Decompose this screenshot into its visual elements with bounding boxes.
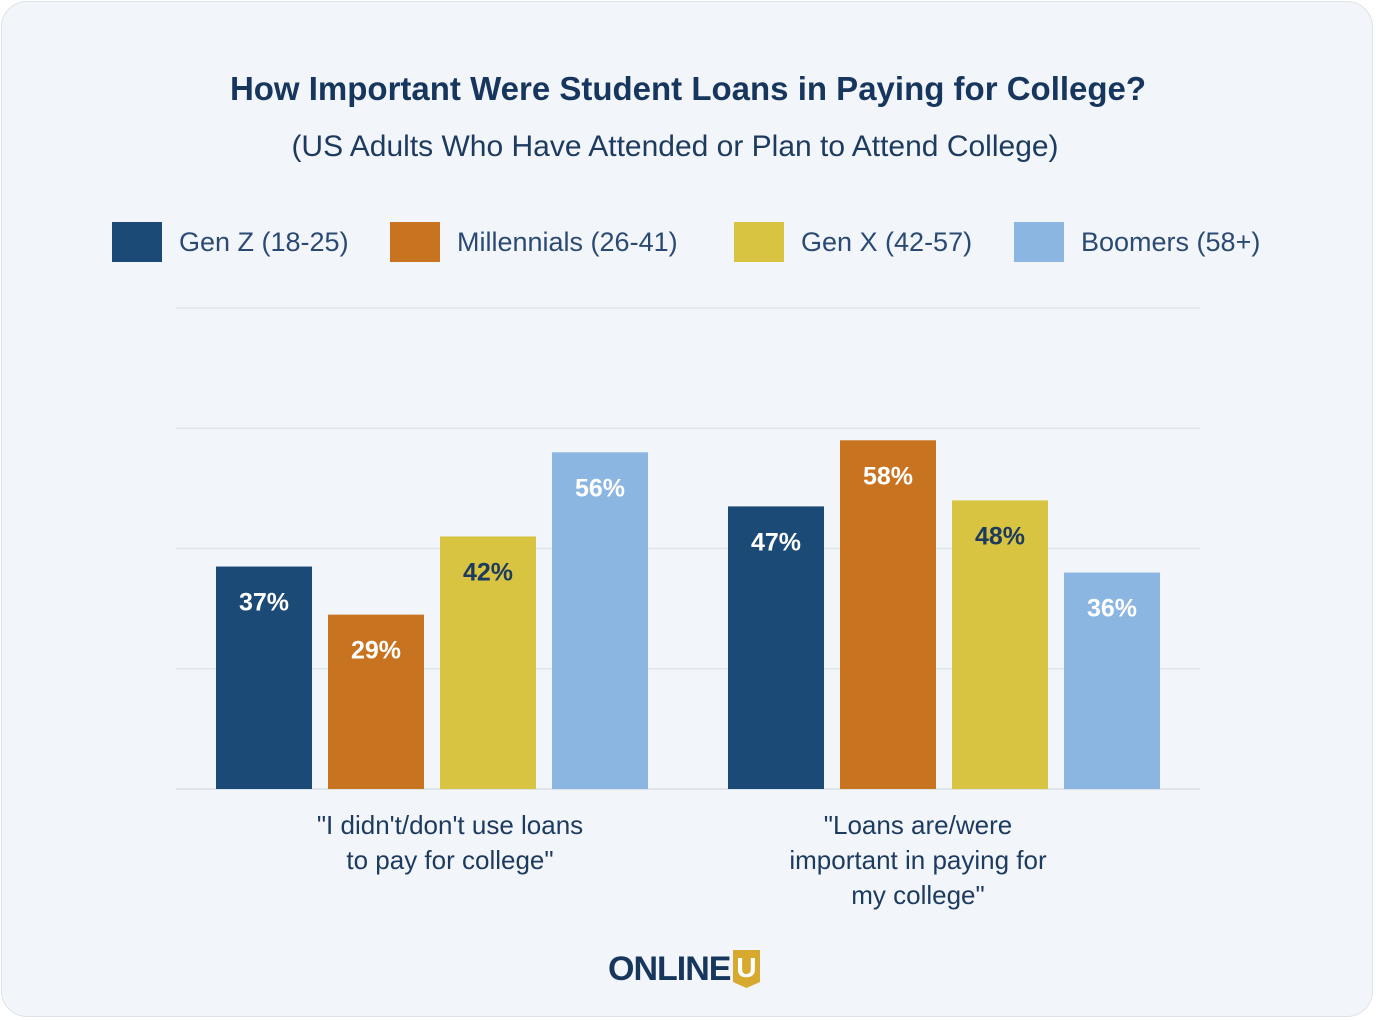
bar [728,506,824,789]
chart-subtitle: (US Adults Who Have Attended or Plan to … [291,130,1059,163]
category-label-line: to pay for college" [346,845,554,875]
data-label: 29% [351,637,401,665]
bar [1064,572,1160,789]
legend-label-millennials: Millennials (26-41) [457,226,678,257]
legend-label-gen-x: Gen X (42-57) [801,226,973,257]
legend-label-boomers: Boomers (58+) [1081,226,1261,257]
legend-swatch-millennials [390,222,440,262]
category-label-loans-important: "Loans are/were important in paying for … [718,808,1118,913]
chart-title: How Important Were Student Loans in Payi… [229,70,1147,107]
legend-item-gen-z: Gen Z (18-25) [112,222,349,262]
legend-swatch-gen-x [734,222,784,262]
legend-item-boomers: Boomers (58+) [1014,222,1260,262]
legend-item-gen-x: Gen X (42-57) [734,222,972,262]
category-label-no-loans: "I didn't/don't use loans to pay for col… [250,808,650,878]
bar [328,614,424,789]
logo-badge-letter: U [737,952,757,983]
bar [216,566,312,789]
bars [216,440,1160,789]
logo-badge-icon: U [733,950,761,988]
data-label: 58% [863,462,913,490]
data-label: 48% [975,522,1025,550]
legend-label-gen-z: Gen Z (18-25) [179,226,349,257]
data-label: 42% [463,558,513,586]
category-label-line: "Loans are/were [823,810,1013,840]
category-label-line: "I didn't/don't use loans [316,810,584,840]
bar [952,500,1048,789]
data-label: 56% [575,474,625,502]
category-label-line: important in paying for [789,845,1047,875]
data-label: 36% [1087,595,1137,623]
onlineu-logo: ONLINE U [608,948,761,990]
bar [552,452,648,789]
logo-text: ONLINE [608,949,731,988]
bar [840,440,936,789]
legend-swatch-gen-z [112,222,162,262]
legend-item-millennials: Millennials (26-41) [390,222,678,262]
legend-swatch-boomers [1014,222,1064,262]
data-label: 47% [751,528,801,556]
category-label-line: my college" [851,880,985,910]
data-labels: 37% 29% 42% 56% 47% 58% 48% 36% [239,462,1137,664]
bar [440,536,536,789]
data-label: 37% [239,589,289,617]
